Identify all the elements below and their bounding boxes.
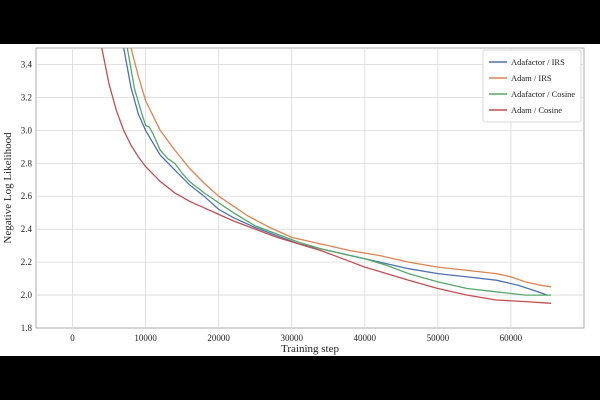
y-tick-label: 3.2 bbox=[21, 92, 32, 102]
legend: Adafactor / IRS Adam / IRS Adafactor / Cos… bbox=[482, 49, 582, 123]
legend-label: Adam / IRS bbox=[511, 73, 552, 83]
x-tick-label: 50000 bbox=[427, 333, 450, 343]
x-tick-label: 60000 bbox=[500, 333, 523, 343]
y-tick-label: 2.4 bbox=[21, 224, 33, 234]
legend-box bbox=[482, 49, 582, 123]
y-tick-label: 2.0 bbox=[21, 290, 33, 300]
series-line-0 bbox=[123, 48, 548, 296]
y-tick-label: 1.8 bbox=[21, 323, 33, 333]
series-line-2 bbox=[126, 48, 552, 296]
y-tick-label: 2.8 bbox=[21, 158, 33, 168]
series-lines bbox=[101, 48, 552, 304]
y-tick-label: 2.2 bbox=[21, 257, 32, 267]
series-line-1 bbox=[130, 48, 552, 288]
legend-label: Adafactor / Cosine bbox=[511, 89, 575, 99]
y-tick-label: 3.0 bbox=[21, 125, 33, 135]
y-tick-labels: 1.8 2.0 2.2 2.4 2.6 2.8 3.0 3.2 3.4 bbox=[21, 59, 33, 333]
x-axis-label: Training step bbox=[281, 343, 339, 355]
loss-chart: 1.8 2.0 2.2 2.4 2.6 2.8 3.0 3.2 3.4 0 10000 20000 3… bbox=[2, 47, 585, 355]
chart-canvas: 1.8 2.0 2.2 2.4 2.6 2.8 3.0 3.2 3.4 0 10000 20000 3… bbox=[0, 44, 600, 356]
series-line-3 bbox=[101, 48, 552, 304]
x-tick-label: 10000 bbox=[134, 333, 157, 343]
y-tick-label: 3.4 bbox=[21, 59, 33, 69]
x-tick-label: 30000 bbox=[280, 333, 303, 343]
x-tick-labels: 0 10000 20000 30000 40000 50000 60000 bbox=[70, 333, 522, 343]
x-tick-label: 0 bbox=[70, 333, 75, 343]
x-tick-label: 20000 bbox=[207, 333, 230, 343]
legend-label: Adam / Cosine bbox=[511, 105, 562, 115]
legend-label: Adafactor / IRS bbox=[511, 57, 565, 67]
y-axis-label: Negative Log Likelihood bbox=[2, 132, 14, 244]
y-tick-label: 2.6 bbox=[21, 191, 33, 201]
x-tick-label: 40000 bbox=[354, 333, 377, 343]
